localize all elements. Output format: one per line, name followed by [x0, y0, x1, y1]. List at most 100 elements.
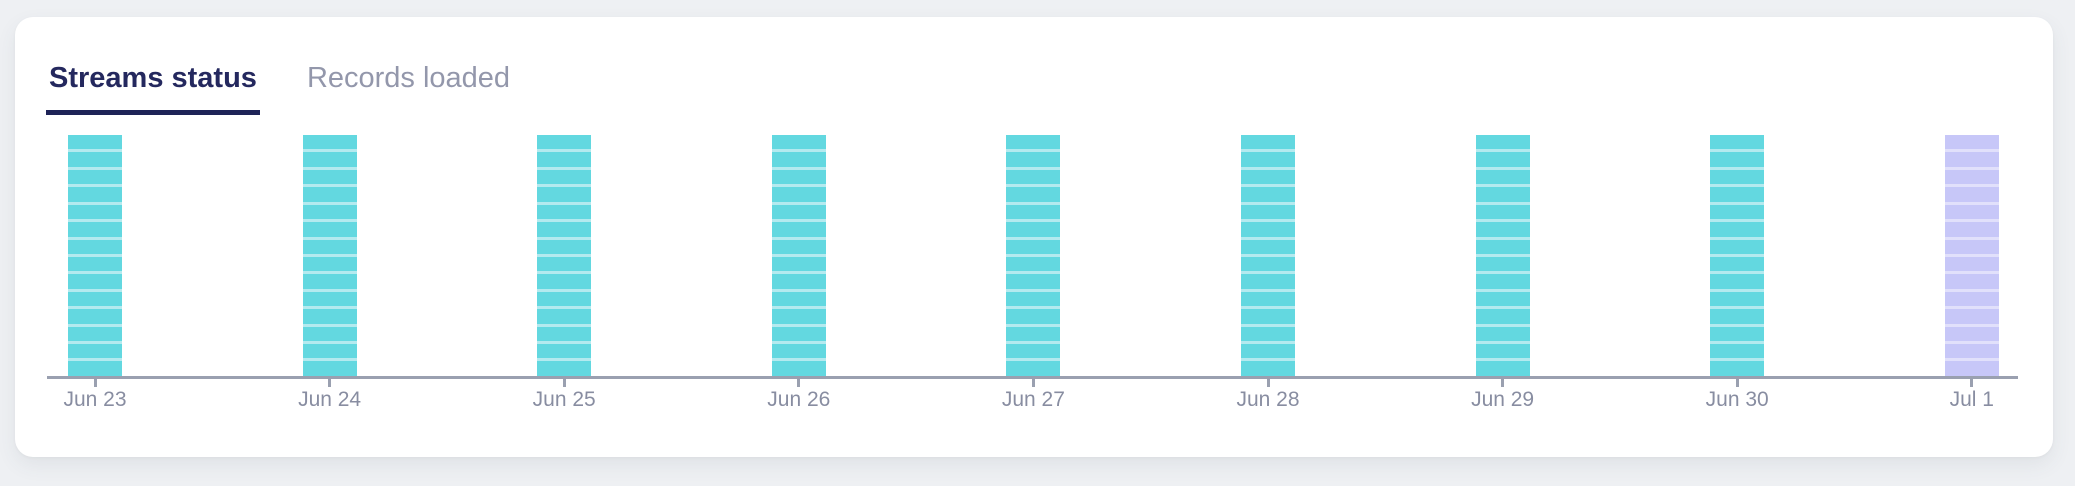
- x-axis-label: Jun 28: [1236, 388, 1300, 411]
- bar-segment: [302, 361, 357, 376]
- bar-segment: [1944, 309, 1999, 324]
- x-axis-tick: [1031, 378, 1035, 387]
- bar-segment: [1241, 344, 1295, 359]
- bar-segment: [1241, 204, 1295, 220]
- bar-segment: [302, 256, 357, 272]
- bar-segment: [1475, 135, 1530, 150]
- bar-segment: [1241, 152, 1295, 167]
- tab-bar: Streams status Records loaded: [46, 61, 513, 115]
- bar-segment: [1710, 222, 1765, 237]
- x-axis-tick: [1970, 378, 1974, 387]
- bar-segment: [1241, 309, 1295, 324]
- bar-segment: [537, 291, 592, 307]
- bar-segment: [537, 222, 592, 237]
- bar-segment: [1475, 326, 1530, 342]
- x-axis-label: Jun 27: [1001, 388, 1065, 411]
- bar-segment: [302, 326, 357, 342]
- bar-segment: [1006, 222, 1061, 237]
- bar-segment: [1944, 222, 1999, 237]
- bar-segment: [302, 135, 357, 150]
- bar-segment: [1710, 256, 1765, 272]
- bar-segment: [1241, 169, 1295, 185]
- bar-segment: [68, 169, 122, 185]
- bar-segment: [1475, 204, 1530, 220]
- bar-segment: [771, 169, 826, 185]
- x-axis-tick: [797, 378, 801, 387]
- bar-segment: [1710, 309, 1765, 324]
- bar-jun-25[interactable]: [537, 135, 592, 376]
- x-axis-label: Jun 23: [63, 388, 127, 411]
- streams-status-chart: Jun 23 Jun 24 Jun 25 Jun 26 Jun 27 Jun 28 Jun …: [15, 17, 2053, 457]
- bar-segment: [537, 326, 592, 342]
- bar-segment: [302, 152, 357, 167]
- bar-segment: [537, 239, 592, 254]
- bar-segment: [771, 309, 826, 324]
- x-axis-label: Jun 26: [767, 388, 831, 411]
- bar-segment: [1944, 291, 1999, 307]
- bar-segment: [68, 222, 122, 237]
- bar-jun-23[interactable]: [68, 135, 122, 376]
- bar-segment: [1006, 239, 1061, 254]
- bar-segment: [68, 239, 122, 254]
- bar-segment: [1006, 256, 1061, 272]
- bar-segment: [1475, 256, 1530, 272]
- bar-segment: [68, 256, 122, 272]
- bar-segment: [1241, 361, 1295, 376]
- bar-segment: [1944, 361, 1999, 376]
- bar-segment: [771, 135, 826, 150]
- tab-streams-status[interactable]: Streams status: [46, 61, 260, 115]
- bar-segment: [302, 222, 357, 237]
- bar-segment: [68, 274, 122, 289]
- bar-segment: [1710, 135, 1765, 150]
- bar-jun-27[interactable]: [1006, 135, 1061, 376]
- bar-segment: [302, 309, 357, 324]
- bar-segment: [1241, 135, 1295, 150]
- bar-segment: [1710, 239, 1765, 254]
- bar-segment: [302, 169, 357, 185]
- bar-segment: [537, 361, 592, 376]
- bar-segment: [1006, 309, 1061, 324]
- bar-segment: [1241, 222, 1295, 237]
- bar-segment: [1710, 274, 1765, 289]
- bar-segment: [771, 274, 826, 289]
- bar-segment: [1241, 274, 1295, 289]
- bar-segment: [771, 326, 826, 342]
- bar-segment: [1006, 344, 1061, 359]
- bar-jun-30[interactable]: [1710, 135, 1765, 376]
- bar-segment: [1475, 187, 1530, 202]
- bar-jun-24[interactable]: [302, 135, 357, 376]
- bar-segment: [1006, 291, 1061, 307]
- bar-jun-28[interactable]: [1241, 135, 1295, 376]
- bar-segment: [1944, 135, 1999, 150]
- bar-segment: [1475, 291, 1530, 307]
- bar-jul-1[interactable]: [1944, 135, 1999, 376]
- bar-segment: [1710, 291, 1765, 307]
- bar-segment: [1241, 187, 1295, 202]
- bar-segment: [302, 204, 357, 220]
- bar-jun-29[interactable]: [1475, 135, 1530, 376]
- bar-segment: [1006, 326, 1061, 342]
- bar-segment: [1006, 169, 1061, 185]
- bar-segment: [771, 361, 826, 376]
- bar-segment: [1241, 239, 1295, 254]
- bar-jun-26[interactable]: [771, 135, 826, 376]
- bar-segment: [537, 309, 592, 324]
- bar-segment: [771, 291, 826, 307]
- bar-segment: [537, 187, 592, 202]
- tab-records-loaded[interactable]: Records loaded: [306, 62, 511, 94]
- bar-segment: [68, 204, 122, 220]
- x-axis-tick: [1501, 378, 1505, 387]
- bar-segment: [1710, 152, 1765, 167]
- bar-segment: [771, 239, 826, 254]
- bar-segment: [302, 291, 357, 307]
- bar-segment: [1710, 361, 1765, 376]
- bar-segment: [68, 135, 122, 150]
- bar-segment: [771, 204, 826, 220]
- bar-segment: [1944, 169, 1999, 185]
- bar-segment: [1241, 256, 1295, 272]
- bar-segment: [771, 152, 826, 167]
- bar-segment: [1944, 256, 1999, 272]
- bar-segment: [302, 344, 357, 359]
- x-axis-tick: [1735, 378, 1739, 387]
